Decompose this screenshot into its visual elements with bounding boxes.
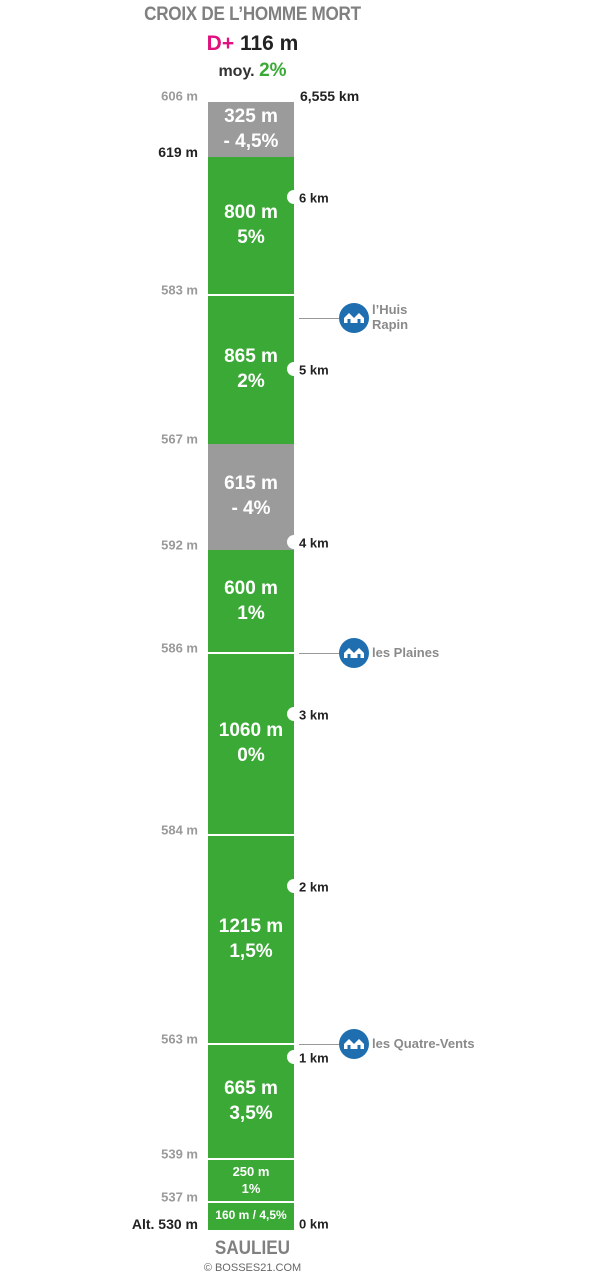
place-name-line1: les Quatre-Vents [372,1036,475,1051]
segment-distance: 1215 m [218,915,284,937]
segment-9: 250 m 1% [208,1159,294,1202]
altitude-label: 539 m [161,1146,198,1162]
place-name-line1: les Plaines [372,645,440,660]
segment-2: 800 m 5% [208,157,294,295]
km-notch [287,535,301,549]
segment-4: 615 m - 4% [208,444,294,550]
km-notch [287,707,301,721]
place-leader-line [299,1044,339,1045]
altitude-label: 584 m [161,822,198,838]
climb-title: CROIX DE L’HOMME MORT [144,4,361,25]
segment-gradient: 2% [237,370,265,392]
segment-distance: 160 m / 4,5% [215,1208,287,1223]
altitude-label: 537 m [161,1189,198,1205]
segment-divider [208,834,294,836]
km-notch [287,362,301,376]
segment-gradient: - 4,5% [223,130,279,152]
average-gradient-value: 2% [259,60,287,81]
houses-icon [339,1029,369,1059]
summit-distance: 6,555 km [300,88,360,104]
km-marker: 4 km [299,535,329,551]
segment-divider [208,1201,294,1203]
segment-gradient: 3,5% [229,1102,273,1124]
place-name-line1: l’Huis [372,302,408,317]
segment-distance: 250 m [232,1163,270,1179]
segment-5: 600 m 1% [208,550,294,653]
km-marker: 5 km [299,362,329,378]
segment-divider [208,652,294,654]
segment-gradient: - 4% [231,498,271,519]
segment-distance: 800 m [224,202,278,224]
altitude-label: 606 m [161,88,198,104]
km-notch [287,1050,301,1064]
place-name-line2: Rapin [372,316,409,332]
segment-distance: 325 m [224,105,278,127]
elevation-gain-value: 116 m [239,32,299,55]
segment-3: 865 m 2% [208,295,294,444]
km-marker: 6 km [299,190,329,206]
start-altitude: Alt. 530 m [131,1216,198,1232]
segment-gradient: 1% [241,1180,261,1196]
credit: © BOSSES21.COM [203,1262,302,1274]
km-marker: 3 km [299,707,329,723]
altitude-label: 586 m [161,640,198,656]
km-notch [287,190,301,204]
segment-8: 665 m 3,5% [208,1044,294,1159]
segment-divider [208,294,294,296]
start-town: SAULIEU [214,1238,290,1259]
elevation-gain: D+ 116 m [0,32,505,56]
place-label: les Plaines [372,645,440,661]
segment-7: 1215 m 1,5% [208,835,294,1044]
segment-distance: 865 m [224,345,278,367]
average-gradient: moy. 2% [0,60,505,82]
place-label: l’Huis Rapin [372,302,409,333]
altitude-label: 592 m [161,537,198,553]
segment-1: 325 m - 4,5% [208,102,294,157]
segment-6: 1060 m 0% [208,653,294,835]
altitude-label: 583 m [161,282,198,298]
segment-gradient: 0% [237,745,265,766]
place-leader-line [299,318,339,319]
km-marker: 0 km [299,1216,329,1232]
km-marker: 2 km [299,879,329,895]
place-label: les Quatre-Vents [372,1036,475,1052]
segment-10: 160 m / 4,5% [208,1202,294,1230]
segment-distance: 1060 m [218,720,284,742]
segment-gradient: 5% [237,227,265,248]
altitude-label: 563 m [161,1031,198,1047]
segment-gradient: 1,5% [229,940,273,962]
houses-icon [339,303,369,333]
km-notch [287,879,301,893]
segment-distance: 615 m [224,473,278,495]
segment-distance: 665 m [224,1077,278,1099]
km-marker: 1 km [299,1050,329,1066]
segment-distance: 600 m [224,577,278,599]
altitude-label: 619 m [158,144,198,160]
houses-icon [339,638,369,668]
place-leader-line [299,653,339,654]
segment-gradient: 1% [237,602,265,624]
segment-divider [208,1158,294,1160]
elevation-gain-label: D+ [206,32,235,55]
average-gradient-label: moy. [218,63,255,80]
altitude-label: 567 m [161,431,198,447]
segment-divider [208,1043,294,1045]
